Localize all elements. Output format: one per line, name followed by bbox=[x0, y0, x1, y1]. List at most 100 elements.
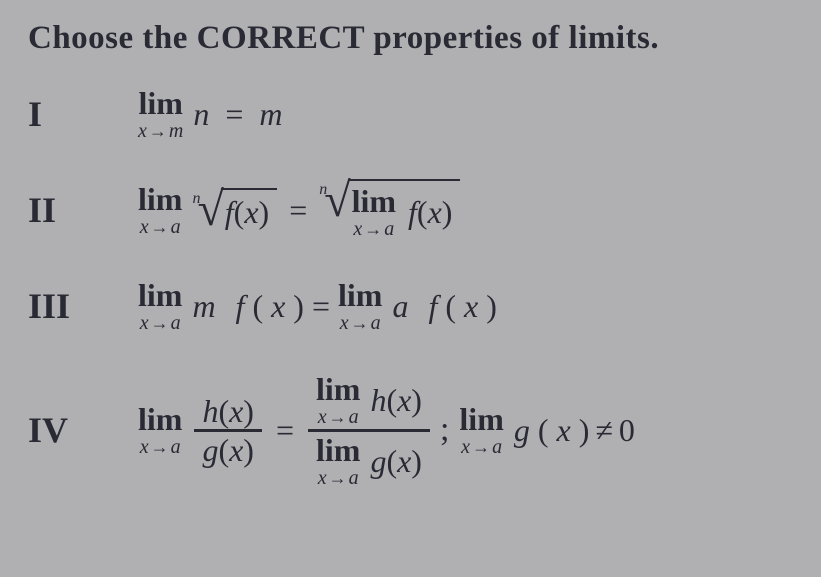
var-x: x bbox=[340, 312, 349, 334]
option-label-4: IV bbox=[28, 409, 138, 451]
lim-text: lim bbox=[316, 373, 360, 405]
nth-root-right: n √ lim x→a f ( x ) bbox=[319, 179, 460, 241]
lim-text: lim bbox=[338, 279, 382, 311]
lparen: ( bbox=[386, 445, 397, 477]
arrow-icon: → bbox=[470, 437, 492, 457]
var-g: g bbox=[202, 434, 218, 466]
lparen: ( bbox=[234, 194, 245, 231]
lim-sub: x→m bbox=[138, 121, 183, 141]
var-a: a bbox=[492, 436, 502, 458]
var-m: m bbox=[259, 96, 282, 132]
var-f: f bbox=[408, 194, 417, 231]
semicolon: ; bbox=[440, 411, 449, 449]
var-x: x bbox=[318, 406, 327, 428]
lim-text: lim bbox=[316, 434, 360, 466]
var-x: x bbox=[229, 434, 243, 466]
lparen: ( bbox=[218, 395, 229, 427]
limit-operator: lim x→a bbox=[459, 403, 503, 457]
equals: = bbox=[225, 96, 243, 132]
radical-icon: √ bbox=[324, 181, 350, 221]
lim-text: lim bbox=[138, 183, 182, 215]
numerator: lim x→a h ( x ) bbox=[308, 371, 430, 429]
option-row-1: I lim x→m n = m bbox=[28, 87, 793, 141]
equals: = bbox=[312, 288, 330, 325]
var-a: a bbox=[349, 467, 359, 489]
rparen: ) bbox=[243, 395, 254, 427]
lim-sub: x→a bbox=[461, 437, 502, 457]
var-f: f bbox=[225, 194, 234, 231]
var-x: x bbox=[140, 216, 149, 238]
var-x: x bbox=[464, 288, 478, 324]
arrow-icon: → bbox=[362, 219, 384, 239]
rparen: ) bbox=[411, 445, 422, 477]
rparen: ) bbox=[579, 412, 590, 448]
var-n: n bbox=[193, 96, 209, 132]
option-label-1: I bbox=[28, 93, 138, 135]
var-a: a bbox=[171, 216, 181, 238]
option-row-4: IV lim x→a h ( x ) g ( x ) = bbox=[28, 371, 793, 490]
arrow-icon: → bbox=[327, 407, 349, 427]
fraction-right: lim x→a h ( x ) lim x→a bbox=[308, 371, 430, 490]
rparen: ) bbox=[411, 384, 422, 416]
expr: a f ( x ) bbox=[392, 288, 496, 325]
limit-operator: lim x→a bbox=[338, 279, 382, 333]
nth-root-left: n √ f ( x ) bbox=[192, 188, 277, 233]
arrow-icon: → bbox=[149, 217, 171, 237]
lim-sub: x→a bbox=[353, 219, 394, 239]
equals: = bbox=[289, 192, 307, 229]
var-x: x bbox=[428, 194, 442, 231]
option-label-3: III bbox=[28, 285, 138, 327]
lim-sub: x→a bbox=[140, 437, 181, 457]
var-a: a bbox=[171, 312, 181, 334]
lparen: ( bbox=[417, 194, 428, 231]
var-a: a bbox=[384, 218, 394, 240]
numerator: h ( x ) bbox=[194, 393, 262, 429]
option-label-2: II bbox=[28, 189, 138, 231]
rparen: ) bbox=[259, 194, 270, 231]
var-x: x bbox=[244, 194, 258, 231]
var-m: m bbox=[192, 288, 215, 324]
lim-text: lim bbox=[138, 87, 182, 119]
var-a: a bbox=[171, 436, 181, 458]
var-a: a bbox=[349, 406, 359, 428]
var-x: x bbox=[229, 395, 243, 427]
var-m: m bbox=[169, 120, 183, 142]
lparen: ( bbox=[218, 434, 229, 466]
lparen: ( bbox=[386, 384, 397, 416]
option-math-4: lim x→a h ( x ) g ( x ) = lim bbox=[138, 371, 635, 490]
option-row-3: III lim x→a m f ( x ) = lim x→a a f ( bbox=[28, 279, 793, 333]
var-x: x bbox=[271, 288, 285, 324]
denominator: g ( x ) bbox=[194, 432, 262, 468]
zero: 0 bbox=[619, 412, 635, 449]
var-x: x bbox=[138, 120, 147, 142]
lim-sub: x→a bbox=[318, 407, 359, 427]
question-title: Choose the CORRECT properties of limits. bbox=[28, 20, 793, 57]
rparen: ) bbox=[293, 288, 304, 324]
var-g: g bbox=[370, 445, 386, 477]
var-x: x bbox=[461, 436, 470, 458]
var-a: a bbox=[392, 288, 408, 324]
limit-operator: lim x→m bbox=[138, 87, 183, 141]
lim-sub: x→a bbox=[140, 217, 181, 237]
expr: g ( x ) bbox=[514, 412, 590, 449]
rparen: ) bbox=[243, 434, 254, 466]
arrow-icon: → bbox=[327, 468, 349, 488]
limit-operator: lim x→a bbox=[138, 403, 182, 457]
lim-sub: x→a bbox=[318, 468, 359, 488]
radical-icon: √ bbox=[197, 190, 223, 230]
var-x: x bbox=[557, 412, 571, 448]
limit-operator: lim x→a bbox=[316, 434, 360, 488]
var-x: x bbox=[140, 312, 149, 334]
limit-operator: lim x→a bbox=[138, 183, 182, 237]
lim-text: lim bbox=[138, 403, 182, 435]
limit-operator: lim x→a bbox=[316, 373, 360, 427]
option-math-3: lim x→a m f ( x ) = lim x→a a f ( x ) bbox=[138, 279, 497, 333]
var-x: x bbox=[397, 384, 411, 416]
arrow-icon: → bbox=[149, 313, 171, 333]
var-f: f bbox=[428, 288, 437, 324]
lim-sub: x→a bbox=[140, 313, 181, 333]
option-row-2: II lim x→a n √ f ( x ) = n √ lim bbox=[28, 179, 793, 241]
option-math-2: lim x→a n √ f ( x ) = n √ lim x→a bbox=[138, 179, 464, 241]
lparen: ( bbox=[445, 288, 456, 324]
rparen: ) bbox=[442, 194, 453, 231]
